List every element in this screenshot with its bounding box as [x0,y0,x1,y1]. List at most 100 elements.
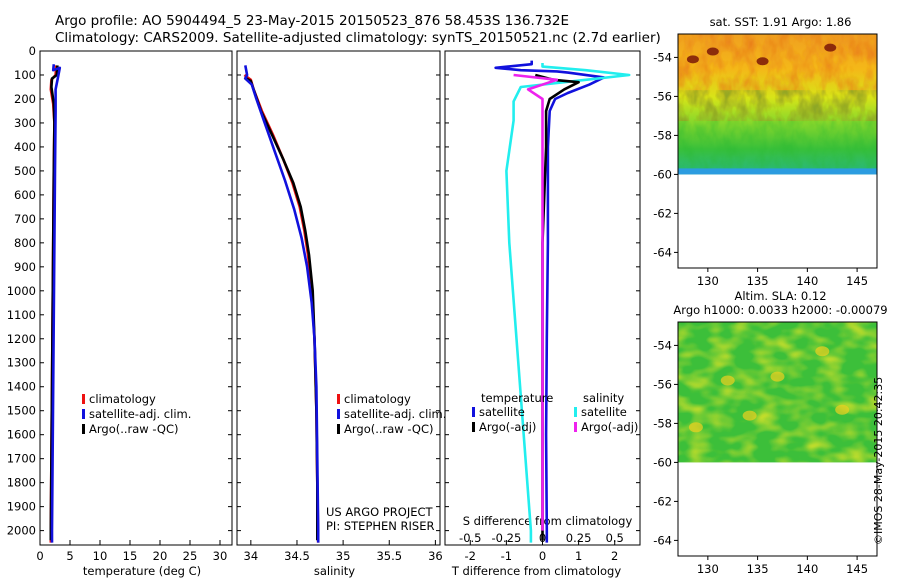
y-tick-label: 200 [14,92,36,106]
y-tick-label: 800 [14,236,36,250]
map-frame [677,321,878,557]
x-axis-label: salinity [314,564,355,578]
x-tick-label: 20 [153,549,168,563]
x-tick-label: 140 [796,562,818,576]
series-line-climatology [243,73,320,543]
map-title: Altim. SLA: 0.12 [734,289,826,303]
sla-highs [678,322,877,463]
sla-peak [720,375,735,386]
y-tick-label: -54 [653,50,672,64]
legend-label: satellite [581,405,627,419]
credit-stamp: ©IMOS 28-May-2015 20:42:35 [872,376,885,545]
panel-sst_map: sat. SST: 1.91 Argo: 1.86 -54 -56 -58 -60 -62… [653,15,878,288]
map-frame [677,33,878,269]
x-tick-label: 34 [244,549,259,563]
x-tick-label: 140 [796,274,818,288]
legend-swatch [472,422,475,432]
x-tick-label: 34.5 [284,549,310,563]
y-tick-label: -60 [653,455,672,469]
y-tick-label: -58 [653,416,672,430]
legend-label: satellite [479,405,525,419]
x-tick-label: 1 [575,549,582,563]
y-tick-label: -64 [653,245,672,259]
sla-peak [688,422,703,433]
legend-swatch [574,407,577,417]
legend-swatch [337,409,340,419]
y-tick-label: -62 [653,494,672,508]
x-tick-label: 36 [428,549,443,563]
y-tick-label: -60 [653,167,672,181]
x-tick-label-top: 0.25 [566,531,592,545]
x-tick-label: 30 [213,549,228,563]
y-tick-label: 500 [14,164,36,178]
y-tick-label: 100 [14,68,36,82]
legend-label: satellite-adj. clim. [89,407,191,421]
y-tick-label: 1100 [7,308,36,322]
sst-hotspot [686,55,699,64]
y-tick-label: 700 [14,212,36,226]
sla-peak [835,404,850,415]
y-tick-label: -62 [653,206,672,220]
y-tick-label: 300 [14,116,36,130]
y-tick-label: 1600 [7,428,36,442]
x-tick-label: 135 [747,562,769,576]
y-tick-label: 400 [14,140,36,154]
x-tick-label: 145 [846,562,868,576]
panel-difference: -2 -1 0 1 2-0.5 -0.25 0 0.25 0.5S difference fro… [444,50,641,578]
sst-cool-patches [678,90,877,175]
series-line-satellite-salinity [505,63,631,543]
x-tick-label: 35 [336,549,351,563]
sst-hotspot [706,47,719,56]
y-tick-label: 1000 [7,284,36,298]
legend-swatch [82,394,85,404]
y-tick-label: 0 [29,44,36,58]
y-tick-label: -56 [653,377,672,391]
y-tick-label: -56 [653,89,672,103]
annotation-text: US ARGO PROJECT [326,505,434,519]
y-tick-label: 1700 [7,452,36,466]
x-tick-label: 2 [611,549,618,563]
sst-hotspot [824,43,837,52]
y-tick-label: -54 [653,338,672,352]
x-tick-label: 0 [36,549,43,563]
x-tick-label: 135 [747,274,769,288]
panel-temperature: 0100200300400500600700800900100011001200… [7,44,233,578]
series-line-satellite-adj-clim- [244,65,320,543]
y-tick-label: 1200 [7,332,36,346]
legend-label: satellite-adj. clim. [344,407,446,421]
x-tick-label-top: 0.5 [606,531,624,545]
chart-title-line1: Argo profile: AO 5904494_5 23-May-2015 2… [55,13,570,29]
legend-heading-temperature: temperature [481,391,553,405]
chart-title-line2: Climatology: CARS2009. Satellite-adjuste… [55,30,661,46]
map-title: Argo h1000: 0.0033 h2000: -0.00079 [673,303,887,317]
x-axis-label: temperature (deg C) [83,564,201,578]
x-tick-label: 130 [697,274,719,288]
series-line-argo-adj--salinity [513,73,559,531]
legend-label: Argo(-adj) [479,420,536,434]
panel-frame [236,50,441,546]
map-title: sat. SST: 1.91 Argo: 1.86 [710,15,852,29]
sla-peak [742,410,757,421]
x-tick-label: 0 [539,549,546,563]
legend-label: Argo(-adj) [581,420,638,434]
x-tick-label: 35.5 [376,549,402,563]
y-tick-label: -58 [653,128,672,142]
x-tick-label: 145 [846,274,868,288]
series-line-argo-raw-qc- [243,76,319,541]
series-line-satellite-temperature [494,60,606,543]
panel-salinity: 34 34.5 35 35.5 36 salinity climatologysatelli… [236,50,446,578]
y-tick-label: 1400 [7,380,36,394]
y-tick-label: 1800 [7,476,36,490]
y-tick-label: 1300 [7,356,36,370]
legend-label: Argo(..raw -QC) [344,422,434,436]
sst-hotspot [756,57,769,66]
annotation-text: PI: STEPHEN RISER [326,519,435,533]
x-tick-label: 15 [123,549,138,563]
sst-southern-edge [678,168,877,175]
x-tick-label: -1 [501,549,512,563]
legend-label: Argo(..raw -QC) [89,422,179,436]
legend-label: climatology [344,392,411,406]
y-tick-label: 600 [14,188,36,202]
legend-swatch [472,407,475,417]
